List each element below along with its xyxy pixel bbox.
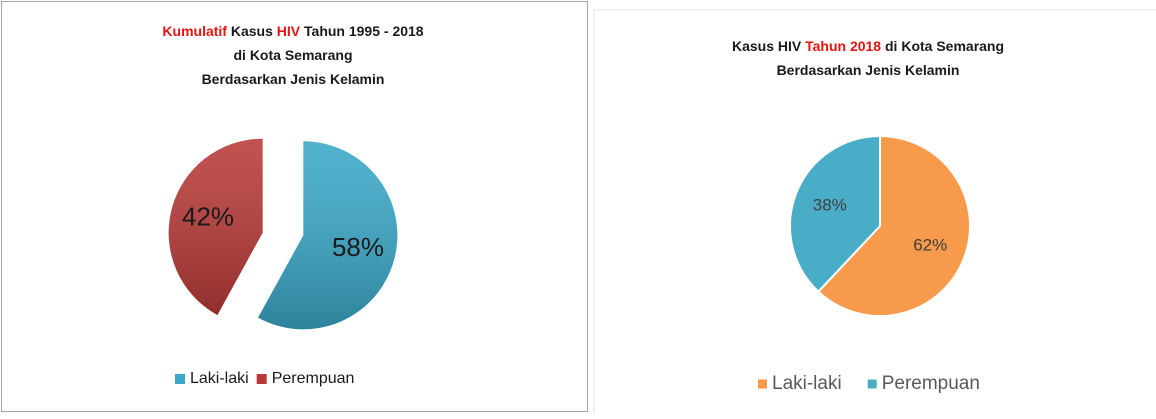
data-label: 42% — [182, 202, 234, 232]
title-part: di Kota Semarang — [233, 47, 352, 63]
legend-label: Laki-laki — [190, 370, 249, 387]
data-label: 58% — [332, 232, 384, 262]
title-part: Tahun 1995 - 2018 — [300, 23, 424, 39]
title-part: Kumulatif — [162, 23, 227, 39]
legend-swatch — [175, 374, 185, 384]
data-label: 38% — [813, 196, 847, 215]
title-part: di Kota Semarang — [881, 38, 1004, 54]
pie-slice — [789, 134, 881, 294]
chart-title: Kasus HIV Tahun 2018 di Kota Semarang — [732, 38, 1004, 54]
legend-label: Perempuan — [882, 373, 980, 394]
legend-swatch — [867, 379, 877, 389]
data-label: 62% — [913, 235, 947, 254]
chart-title: Berdasarkan Jenis Kelamin — [777, 62, 960, 78]
title-part: Tahun 2018 — [805, 38, 881, 54]
legend-label: Laki-laki — [772, 373, 842, 394]
panel-border — [1, 1, 588, 412]
legend-label: Perempuan — [272, 370, 355, 387]
chart-title: Berdasarkan Jenis Kelamin — [202, 71, 385, 87]
chart-title: di Kota Semarang — [233, 47, 352, 63]
title-part: Berdasarkan Jenis Kelamin — [202, 71, 385, 87]
pie-slice — [816, 134, 971, 317]
legend-swatch — [758, 379, 767, 389]
chart-title: Kumulatif Kasus HIV Tahun 1995 - 2018 — [162, 23, 423, 39]
slice-shade — [258, 141, 398, 330]
title-part: Berdasarkan Jenis Kelamin — [777, 62, 960, 78]
title-part: Kasus — [227, 23, 277, 39]
title-part: Kasus HIV — [732, 38, 805, 54]
slice-shade — [168, 138, 263, 316]
title-part: HIV — [277, 23, 301, 39]
legend-swatch — [256, 374, 267, 384]
